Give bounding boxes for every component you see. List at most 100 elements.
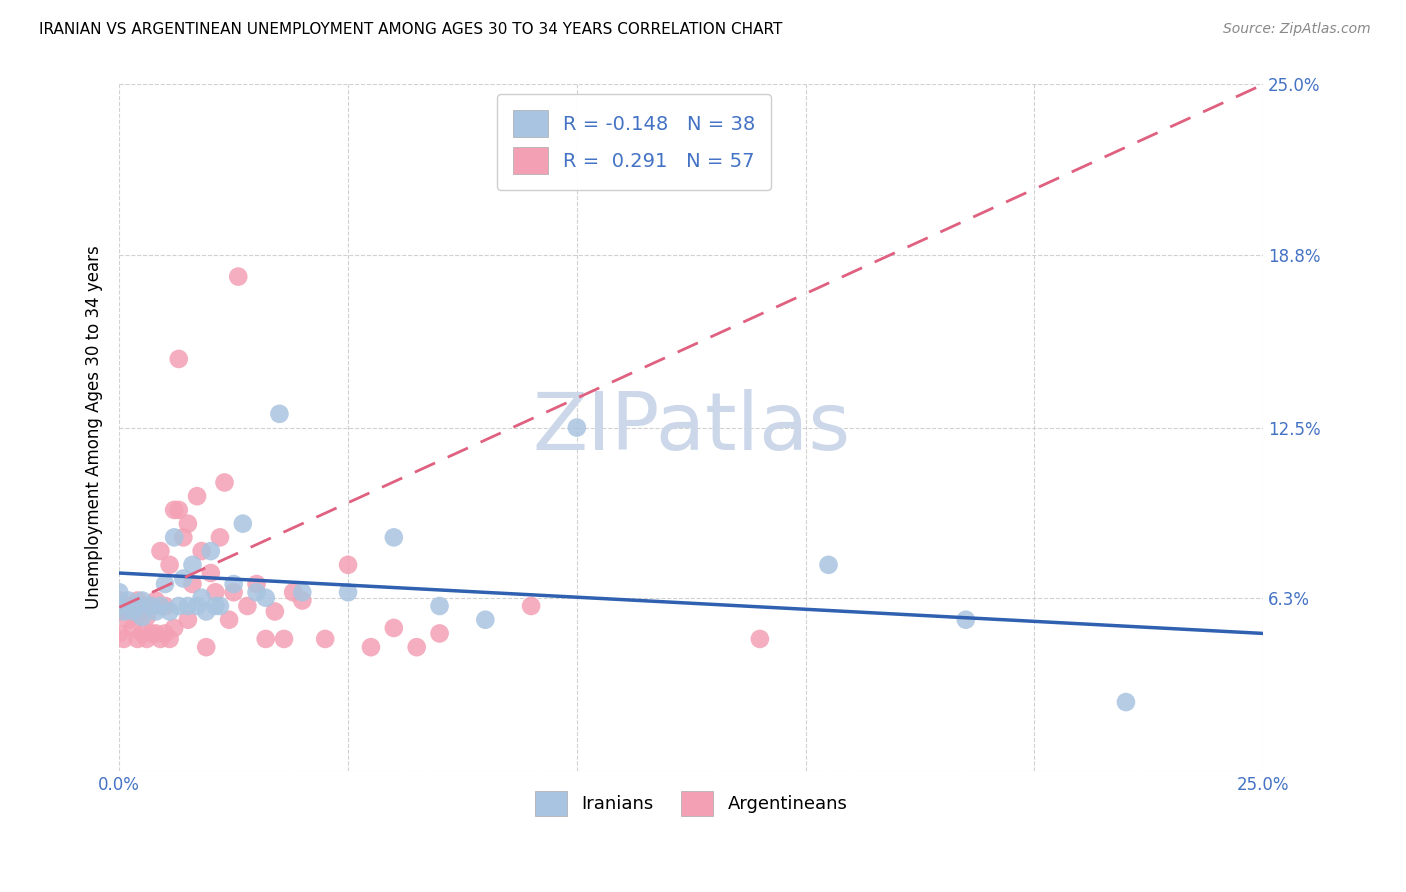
Point: [337, 585, 360, 599]
Point: [190, 591, 212, 605]
Point: [186, 489, 208, 503]
Point: [172, 530, 194, 544]
Point: [283, 585, 305, 599]
Point: [236, 599, 259, 613]
Point: [153, 599, 176, 613]
Point: [204, 599, 226, 613]
Point: [177, 613, 200, 627]
Legend: Iranians, Argentineans: Iranians, Argentineans: [527, 783, 855, 823]
Point: [167, 351, 190, 366]
Point: [108, 593, 131, 607]
Point: [429, 626, 451, 640]
Point: [245, 585, 267, 599]
Point: [263, 605, 285, 619]
Point: [269, 407, 291, 421]
Point: [177, 599, 200, 613]
Point: [222, 585, 245, 599]
Point: [159, 605, 181, 619]
Point: [127, 632, 149, 646]
Point: [167, 599, 190, 613]
Point: [131, 610, 153, 624]
Point: [153, 577, 176, 591]
Point: [1115, 695, 1137, 709]
Point: [127, 599, 149, 613]
Point: [108, 605, 131, 619]
Text: IRANIAN VS ARGENTINEAN UNEMPLOYMENT AMONG AGES 30 TO 34 YEARS CORRELATION CHART: IRANIAN VS ARGENTINEAN UNEMPLOYMENT AMON…: [39, 22, 783, 37]
Point: [108, 599, 131, 613]
Point: [145, 593, 167, 607]
Point: [226, 269, 249, 284]
Point: [405, 640, 427, 655]
Point: [131, 605, 153, 619]
Point: [382, 621, 405, 635]
Point: [291, 585, 314, 599]
Point: [177, 516, 200, 531]
Point: [254, 632, 277, 646]
Point: [429, 599, 451, 613]
Point: [200, 544, 222, 558]
Point: [254, 591, 277, 605]
Point: [520, 599, 543, 613]
Point: [195, 640, 218, 655]
Point: [108, 626, 131, 640]
Point: [112, 632, 135, 646]
Point: [145, 626, 167, 640]
Point: [214, 475, 236, 490]
Point: [167, 503, 190, 517]
Point: [222, 577, 245, 591]
Point: [163, 503, 186, 517]
Y-axis label: Unemployment Among Ages 30 to 34 years: Unemployment Among Ages 30 to 34 years: [86, 245, 103, 609]
Point: [108, 585, 131, 599]
Point: [135, 632, 157, 646]
Point: [122, 621, 145, 635]
Point: [218, 613, 240, 627]
Point: [186, 599, 208, 613]
Point: [149, 632, 172, 646]
Point: [141, 626, 163, 640]
Point: [565, 420, 588, 434]
Point: [149, 544, 172, 558]
Point: [141, 599, 163, 613]
Point: [181, 558, 204, 572]
Point: [122, 605, 145, 619]
Point: [163, 530, 186, 544]
Point: [382, 530, 405, 544]
Point: [245, 577, 267, 591]
Point: [145, 605, 167, 619]
Point: [190, 544, 212, 558]
Point: [135, 610, 157, 624]
Point: [337, 558, 360, 572]
Point: [955, 613, 977, 627]
Point: [208, 599, 231, 613]
Point: [112, 605, 135, 619]
Point: [748, 632, 770, 646]
Point: [273, 632, 295, 646]
Point: [200, 566, 222, 580]
Point: [208, 530, 231, 544]
Point: [314, 632, 336, 646]
Point: [163, 621, 186, 635]
Point: [291, 593, 314, 607]
Point: [122, 605, 145, 619]
Point: [181, 577, 204, 591]
Text: ZIPatlas: ZIPatlas: [533, 389, 851, 467]
Point: [172, 572, 194, 586]
Point: [131, 593, 153, 607]
Point: [195, 605, 218, 619]
Point: [474, 613, 496, 627]
Point: [153, 626, 176, 640]
Point: [127, 593, 149, 607]
Point: [232, 516, 254, 531]
Point: [159, 558, 181, 572]
Point: [117, 593, 139, 607]
Point: [117, 599, 139, 613]
Point: [131, 626, 153, 640]
Point: [117, 613, 139, 627]
Point: [141, 599, 163, 613]
Text: Source: ZipAtlas.com: Source: ZipAtlas.com: [1223, 22, 1371, 37]
Point: [817, 558, 839, 572]
Point: [159, 632, 181, 646]
Point: [204, 585, 226, 599]
Point: [360, 640, 382, 655]
Point: [149, 599, 172, 613]
